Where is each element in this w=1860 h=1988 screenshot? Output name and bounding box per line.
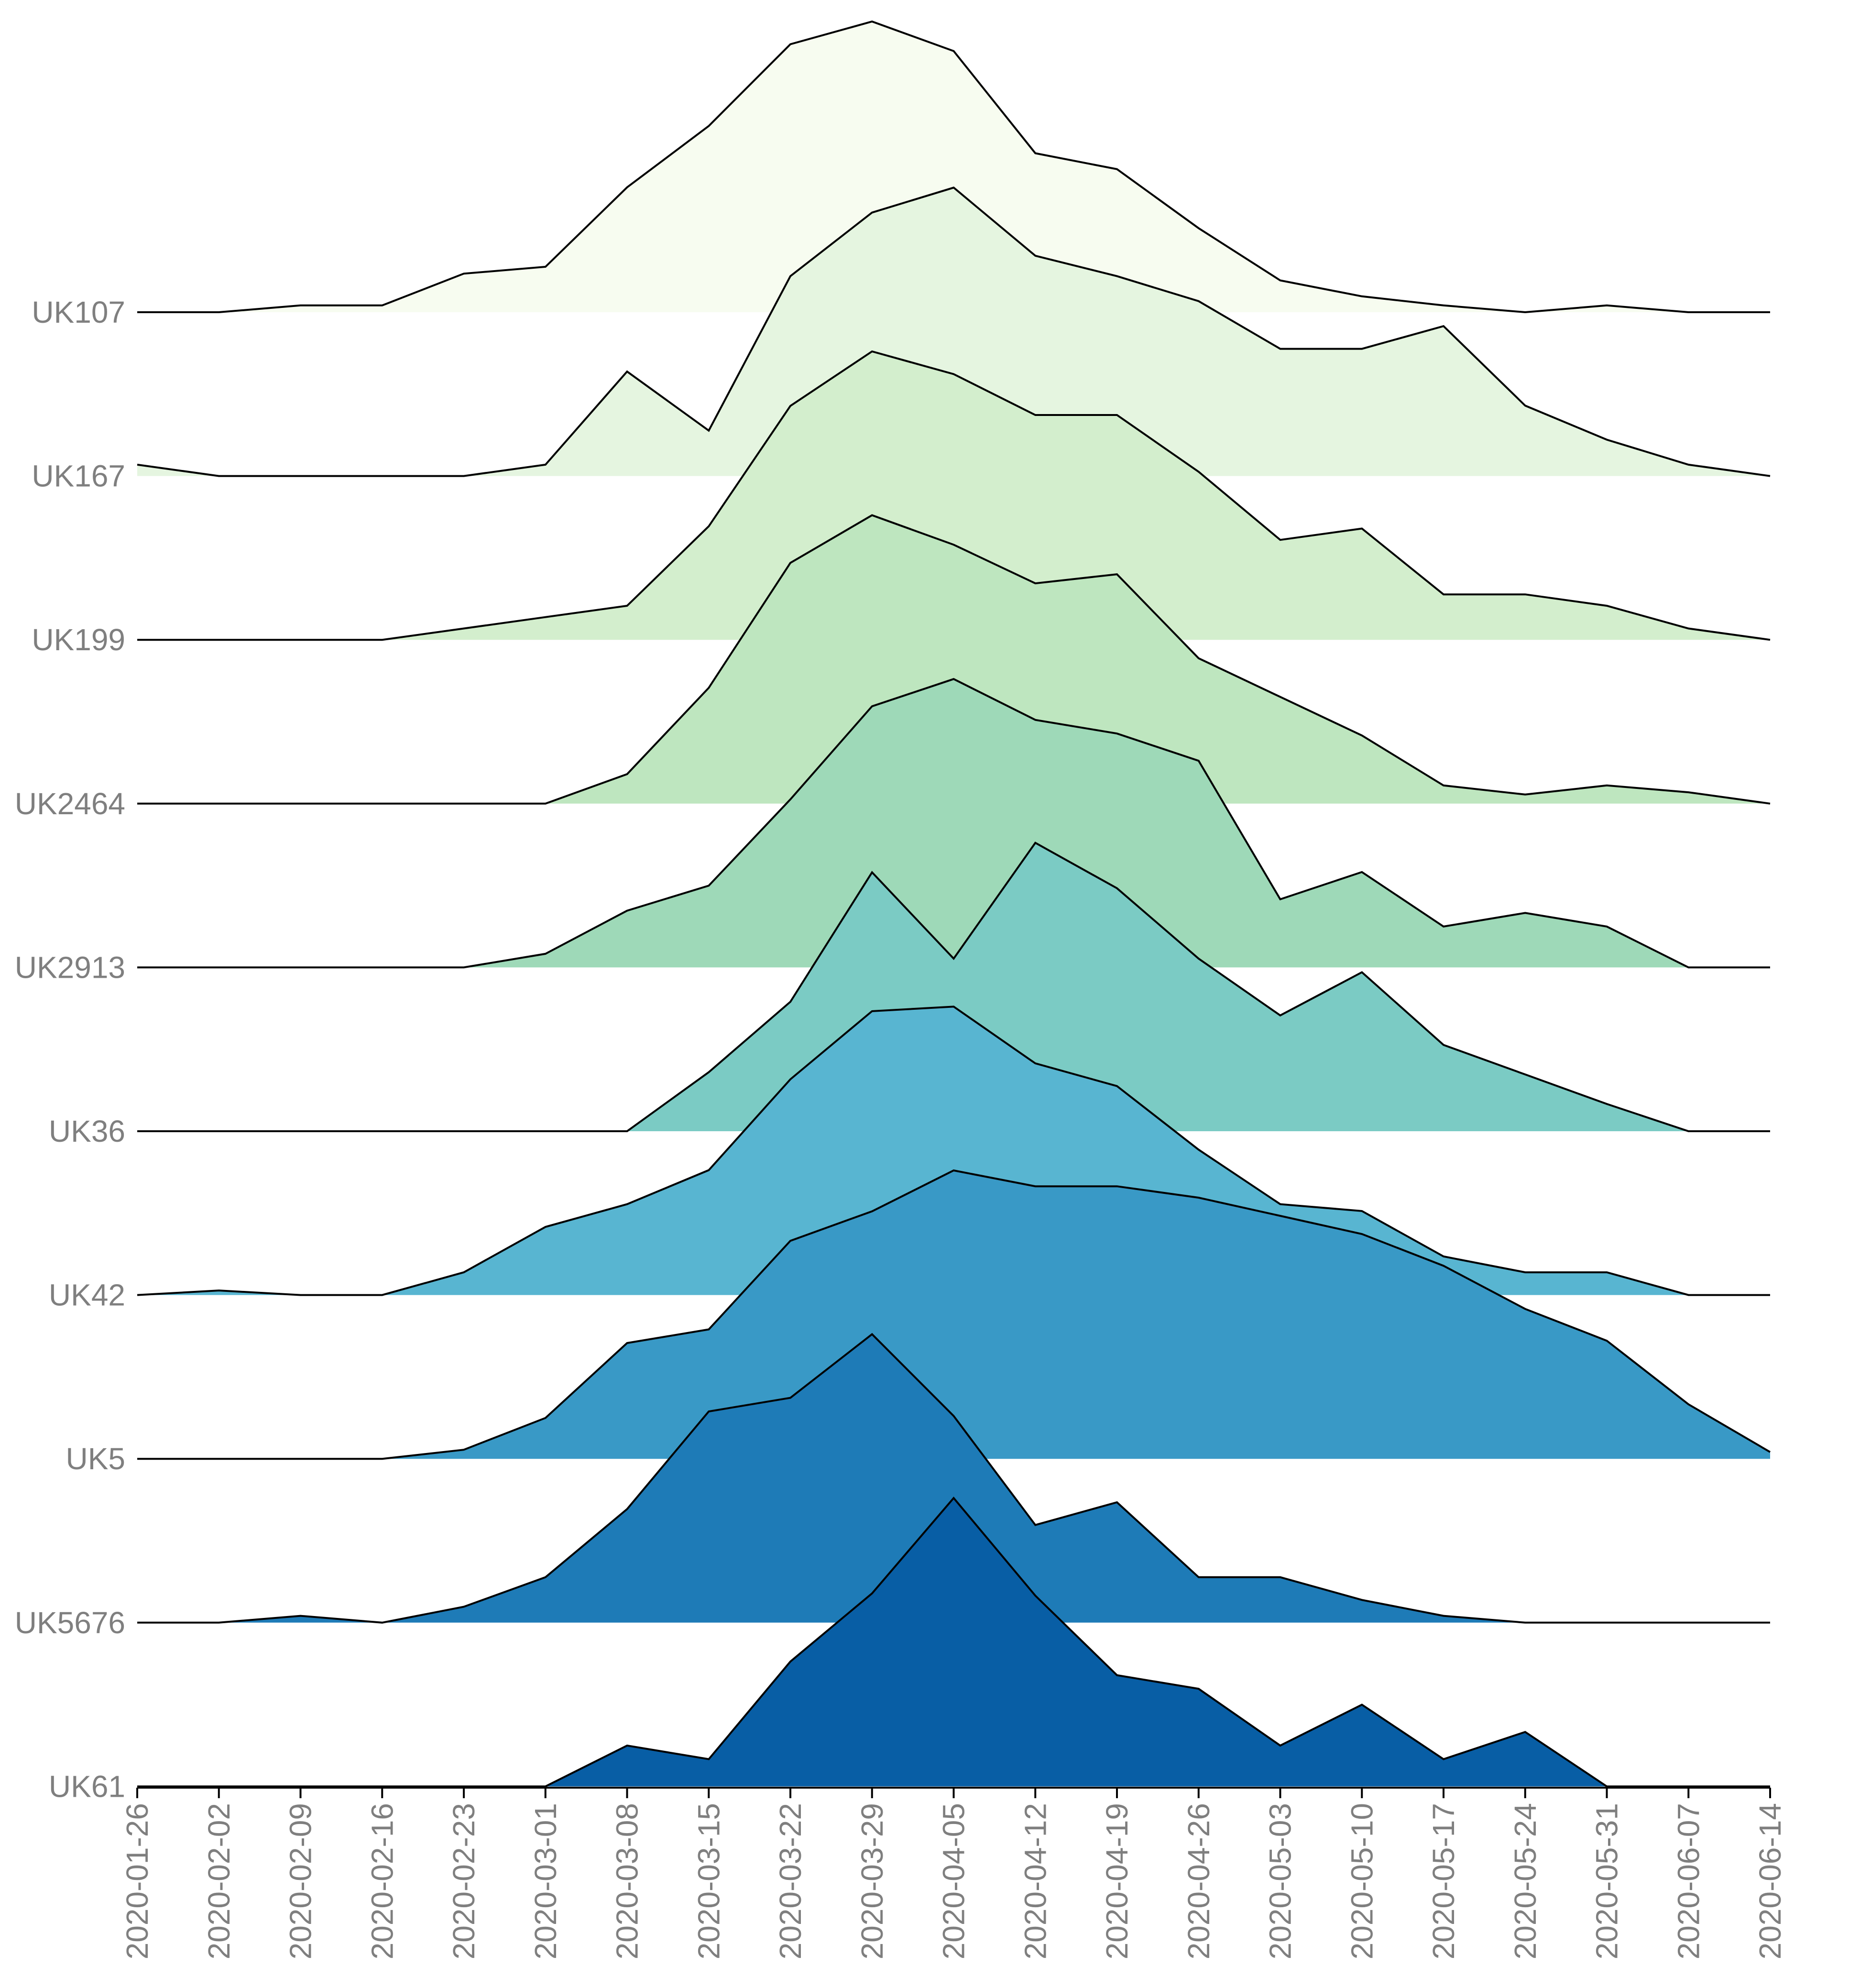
ridge-uk2913 [137,678,1770,969]
ridge-uk36 [137,841,1770,1132]
row-label-uk42: UK42 [49,1278,125,1312]
row-label-uk2913: UK2913 [15,950,125,984]
ridge-line-uk36 [137,841,1770,1132]
ridge-line-uk107 [137,20,1770,314]
row-label-uk36: UK36 [49,1114,125,1148]
ridges [137,20,1771,1788]
ridge-area-uk5676 [137,1334,1770,1623]
ridge-line-uk42 [137,1005,1770,1296]
ridge-line-uk167 [137,186,1771,477]
row-label-uk199: UK199 [32,623,125,657]
x-tick-label: 2020-03-22 [773,1803,808,1959]
ridge-area-uk2913 [137,679,1770,968]
ridge-uk5676 [137,1333,1770,1624]
x-axis: 2020-01-26 2020-02-02 2020-02-09 2020-02-16… [120,1787,1787,1959]
x-tick-label: 2020-03-01 [528,1803,563,1959]
ridge-uk42 [137,1005,1770,1296]
ridge-area-uk42 [137,1006,1770,1295]
row-labels: UK107 UK167 UK199 UK2464 UK2913 UK36 UK42 UK5 UK… [15,295,125,1803]
ridge-area-uk107 [137,22,1770,312]
x-tick-label: 2020-05-10 [1345,1803,1379,1959]
row-label-uk61: UK61 [49,1769,125,1803]
ridge-line-uk2464 [137,514,1771,805]
row-label-uk167: UK167 [32,459,125,493]
ridge-area-uk167 [137,187,1770,476]
x-tick-label: 2020-04-05 [937,1803,971,1959]
x-tick-label: 2020-04-26 [1182,1803,1216,1959]
x-tick-label: 2020-06-07 [1671,1803,1706,1959]
ridge-area-uk61 [137,1498,1770,1787]
ridge-area-uk199 [137,351,1770,640]
ridge-area-uk5 [137,1170,1770,1459]
ridge-uk107 [137,20,1770,314]
x-tick-label: 2020-05-31 [1590,1803,1624,1959]
x-tick-label: 2020-03-15 [691,1803,726,1959]
row-label-uk2464: UK2464 [15,786,125,821]
x-tick-label: 2020-03-08 [610,1803,645,1959]
row-label-uk107: UK107 [32,295,125,329]
row-label-uk5676: UK5676 [15,1606,125,1640]
ridge-line-uk2913 [137,678,1770,969]
ridge-area-uk2464 [137,515,1770,804]
ridge-area-uk36 [137,842,1770,1131]
x-tick-label: 2020-05-17 [1426,1803,1461,1959]
ridge-line-uk61 [137,1496,1770,1788]
x-tick-label: 2020-01-26 [120,1803,154,1959]
x-tick-label: 2020-02-09 [284,1803,318,1959]
ridge-uk5 [137,1169,1771,1460]
x-tick-label: 2020-06-14 [1753,1803,1787,1959]
x-tick-label: 2020-04-12 [1018,1803,1052,1959]
ridge-uk199 [137,350,1771,641]
x-tick-label: 2020-05-24 [1508,1803,1543,1959]
row-label-uk5: UK5 [66,1442,126,1476]
x-tick-label: 2020-04-19 [1100,1803,1134,1959]
ridge-line-uk5676 [137,1333,1770,1624]
ridge-line-uk199 [137,350,1771,641]
x-tick-label: 2020-05-03 [1263,1803,1298,1959]
x-tick-label: 2020-02-23 [447,1803,481,1959]
ridge-uk167 [137,186,1771,477]
x-tick-label: 2020-03-29 [855,1803,889,1959]
ridge-uk2464 [137,514,1771,805]
x-tick-label: 2020-02-16 [365,1803,399,1959]
x-tick-label: 2020-02-02 [202,1803,236,1959]
ridge-uk61 [137,1496,1770,1788]
ridge-line-uk5 [137,1169,1771,1460]
